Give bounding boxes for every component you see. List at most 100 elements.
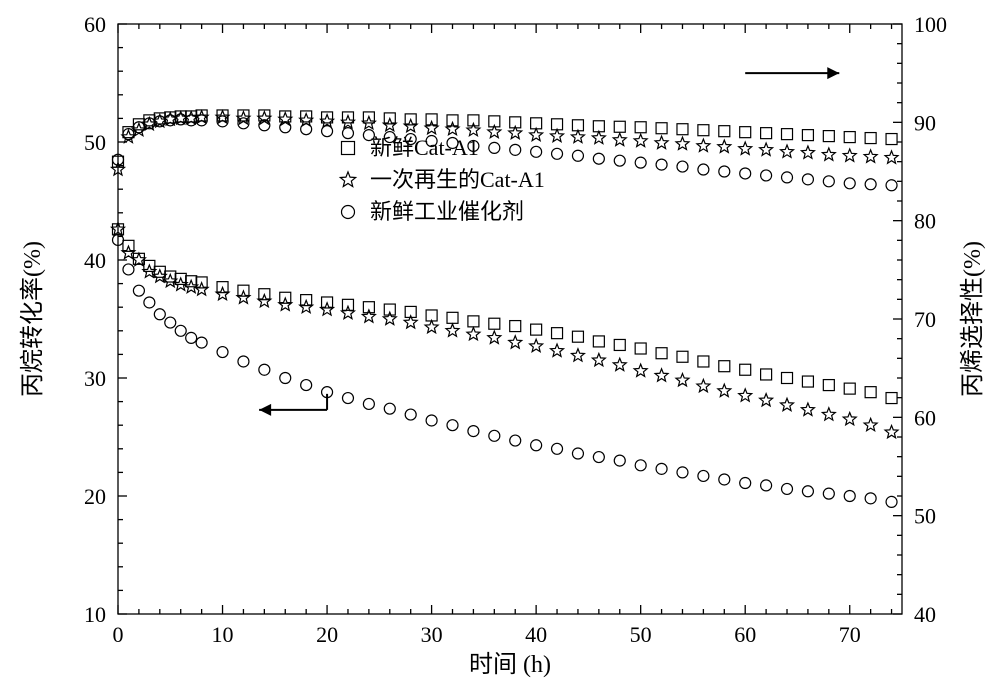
square-marker <box>447 115 458 126</box>
x-tick-label: 30 <box>421 622 443 647</box>
circle-marker <box>426 415 437 426</box>
x-tick-label: 60 <box>734 622 756 647</box>
star-marker <box>341 306 354 318</box>
yr-tick-label: 80 <box>914 209 936 234</box>
circle-marker <box>123 264 134 275</box>
legend-label: 新鲜工业催化剂 <box>370 199 524 224</box>
circle-marker <box>886 496 897 507</box>
star-marker <box>425 121 438 133</box>
star-marker <box>822 408 835 420</box>
chart-container: 0102030405060701020304050604050607080901… <box>0 0 1000 691</box>
square-marker <box>844 383 855 394</box>
series-fresh-catA1-selectivity <box>113 110 898 167</box>
circle-marker <box>259 364 270 375</box>
circle-marker <box>802 486 813 497</box>
star-marker <box>383 312 396 324</box>
star-marker <box>279 298 292 310</box>
star-marker <box>634 364 647 376</box>
square-marker <box>154 266 165 277</box>
yl-tick-label: 50 <box>84 130 106 155</box>
circle-marker <box>552 443 563 454</box>
circle-marker <box>782 172 793 183</box>
series-regen-catA1-selectivity <box>112 111 899 175</box>
square-marker <box>614 121 625 132</box>
circle-marker <box>572 150 583 161</box>
legend-label: 一次再生的Cat-A1 <box>370 167 545 192</box>
square-marker <box>531 324 542 335</box>
circle-marker <box>342 128 353 139</box>
star-marker <box>718 384 731 396</box>
circle-marker <box>510 435 521 446</box>
star-marker <box>739 142 752 154</box>
square-marker <box>761 128 772 139</box>
circle-marker <box>165 317 176 328</box>
circle-marker <box>656 159 667 170</box>
square-marker <box>342 142 355 155</box>
y-left-label: 丙烷转化率(%) <box>19 241 46 397</box>
square-marker <box>740 364 751 375</box>
star-marker <box>216 287 229 299</box>
circle-marker <box>489 430 500 441</box>
square-marker <box>844 132 855 143</box>
arrow-to-right-axis <box>745 67 839 79</box>
circle-marker <box>614 155 625 166</box>
yl-tick-label: 20 <box>84 484 106 509</box>
circle-marker <box>238 356 249 367</box>
square-marker <box>426 114 437 125</box>
series-industrial-conversion <box>113 234 898 507</box>
circle-marker <box>175 114 186 125</box>
square-marker <box>552 328 563 339</box>
circle-marker <box>719 166 730 177</box>
circle-marker <box>677 161 688 172</box>
star-marker <box>655 369 668 381</box>
star-marker <box>509 336 522 348</box>
star-marker <box>592 353 605 365</box>
square-marker <box>165 271 176 282</box>
star-marker <box>697 379 710 391</box>
circle-marker <box>217 347 228 358</box>
circle-marker <box>656 463 667 474</box>
square-marker <box>782 129 793 140</box>
yl-tick-label: 10 <box>84 602 106 627</box>
square-marker <box>342 112 353 123</box>
chart-svg: 0102030405060701020304050604050607080901… <box>0 0 1000 691</box>
circle-marker <box>552 148 563 159</box>
circle-marker <box>677 467 688 478</box>
star-marker <box>258 294 271 306</box>
circle-marker <box>823 176 834 187</box>
star-marker <box>697 139 710 151</box>
square-marker <box>677 124 688 135</box>
star-marker <box>843 412 856 424</box>
circle-marker <box>761 170 772 181</box>
circle-marker <box>844 178 855 189</box>
circle-marker <box>761 480 772 491</box>
star-marker <box>425 320 438 332</box>
star-marker <box>801 146 814 158</box>
yr-tick-label: 60 <box>914 405 936 430</box>
square-marker <box>489 318 500 329</box>
star-marker <box>655 136 668 148</box>
y-right-label: 丙烯选择性(%) <box>959 241 986 397</box>
star-marker <box>530 128 543 140</box>
star-marker <box>864 150 877 162</box>
yl-tick-label: 30 <box>84 366 106 391</box>
star-marker <box>613 358 626 370</box>
star-marker <box>321 115 334 127</box>
x-tick-label: 20 <box>316 622 338 647</box>
circle-marker <box>196 337 207 348</box>
square-marker <box>802 130 813 141</box>
star-marker <box>781 398 794 410</box>
x-tick-label: 70 <box>839 622 861 647</box>
circle-marker <box>886 180 897 191</box>
star-marker <box>739 389 752 401</box>
star-marker <box>300 300 313 312</box>
star-marker <box>885 151 898 163</box>
star-marker <box>383 118 396 130</box>
circle-marker <box>740 168 751 179</box>
square-marker <box>656 348 667 359</box>
circle-marker <box>405 409 416 420</box>
star-marker <box>446 324 459 336</box>
square-marker <box>865 133 876 144</box>
star-marker <box>571 130 584 142</box>
star-marker <box>843 149 856 161</box>
